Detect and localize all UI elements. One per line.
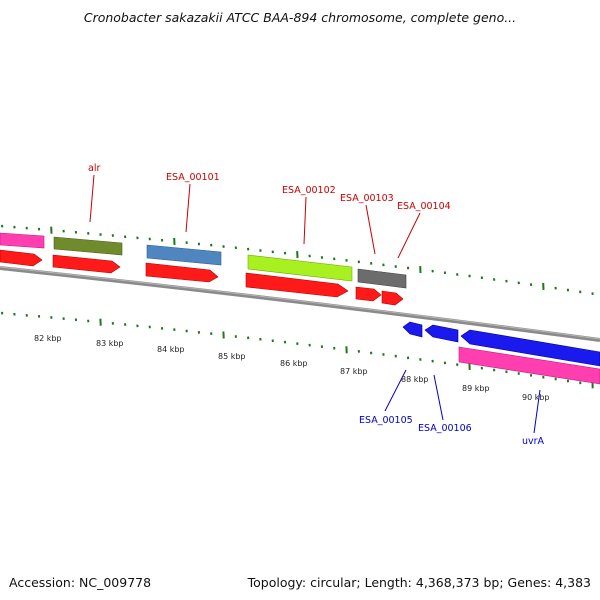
- chromosome-backbone: [0, 266, 600, 342]
- leader-ESA_00104: [397, 212, 421, 259]
- gene-label-ESA_00102[interactable]: ESA_00102: [282, 185, 336, 196]
- gene-label-ESA_00106[interactable]: ESA_00106: [418, 423, 472, 434]
- gene-label-ESA_00103[interactable]: ESA_00103: [340, 193, 394, 204]
- outer-tick-ring: [1, 224, 594, 296]
- genome-summary: Topology: circular; Length: 4,368,373 bp…: [247, 575, 591, 590]
- gene-bar-ESA_00102[interactable]: [247, 254, 353, 282]
- accession-label: Accession: NC_009778: [9, 575, 152, 590]
- leader-ESA_00101: [185, 183, 191, 233]
- gene-bar-alr[interactable]: [53, 236, 123, 256]
- gene-bar-uvrA[interactable]: [458, 346, 600, 385]
- cds-arrow-ESA_00103[interactable]: [355, 286, 382, 302]
- cds-arrow-alr[interactable]: [52, 254, 121, 274]
- gene-label-alr[interactable]: alr: [88, 163, 100, 174]
- cds-arrow-ESA_00105[interactable]: [402, 321, 423, 338]
- gene-label-ESA_00104[interactable]: ESA_00104: [397, 201, 451, 212]
- cds-arrow-ESA_00106[interactable]: [424, 324, 459, 343]
- scale-label-90kbp: 90 kbp: [522, 393, 550, 402]
- gene-bar-pink-left[interactable]: [0, 232, 45, 249]
- gene-label-ESA_00105[interactable]: ESA_00105: [359, 415, 413, 426]
- leader-ESA_00102: [303, 196, 307, 245]
- gene-label-uvrA[interactable]: uvrA: [522, 436, 545, 447]
- cds-arrow-ESA_00102[interactable]: [245, 272, 349, 298]
- scale-label-86kbp: 86 kbp: [280, 359, 308, 368]
- scale-label-89kbp: 89 kbp: [462, 384, 490, 393]
- cds-arrow-uvrA[interactable]: [460, 329, 600, 367]
- leader-ESA_00106: [433, 374, 444, 421]
- scale-label-85kbp: 85 kbp: [218, 352, 246, 361]
- scale-label-87kbp: 87 kbp: [340, 367, 368, 376]
- cds-arrow-ESA_00101[interactable]: [145, 262, 219, 283]
- scale-label-82kbp: 82 kbp: [34, 334, 62, 343]
- cds-arrow-left[interactable]: [0, 249, 43, 267]
- inner-tick-ring: [1, 311, 594, 389]
- leader-ESA_00105: [384, 369, 407, 412]
- chromosome-backbone-highlight: [0, 266, 600, 340]
- gene-label-ESA_00101[interactable]: ESA_00101: [166, 172, 220, 183]
- leader-alr: [89, 174, 95, 223]
- scale-label-88kbp: 88 kbp: [401, 375, 429, 384]
- gene-bar-ESA_00101[interactable]: [146, 244, 222, 266]
- cds-arrow-ESA_00104[interactable]: [381, 290, 404, 306]
- gene-bar-ESA_00103[interactable]: [357, 268, 407, 289]
- leader-ESA_00103: [365, 204, 376, 255]
- scale-label-84kbp: 84 kbp: [157, 345, 185, 354]
- genome-title: Cronobacter sakazakii ATCC BAA-894 chrom…: [83, 10, 517, 25]
- scale-label-83kbp: 83 kbp: [96, 339, 124, 348]
- leader-uvrA: [533, 389, 541, 434]
